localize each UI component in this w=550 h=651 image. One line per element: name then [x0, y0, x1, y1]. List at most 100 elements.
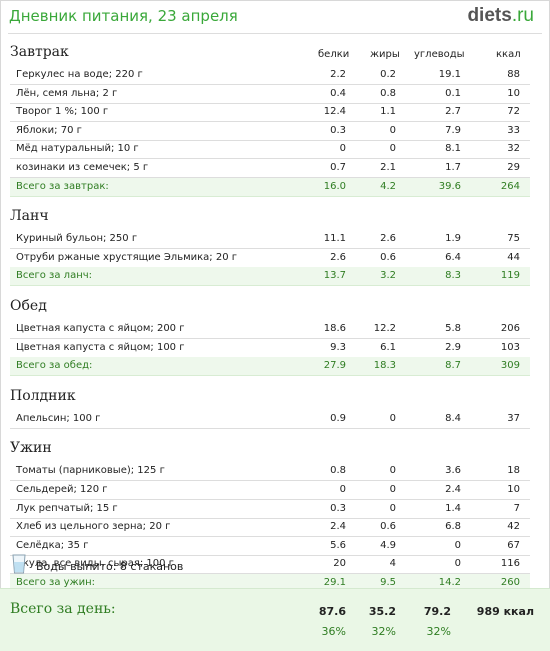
col-fat-header: жиры	[370, 49, 400, 60]
carbs-value: 8.3	[445, 270, 461, 282]
fat-value: 1.1	[380, 106, 396, 118]
kcal-value: 75	[507, 233, 520, 245]
fat-value: 4.9	[380, 539, 396, 551]
meal-total-row: Всего за завтрак: 16.0 4.2 39.6 264	[10, 177, 530, 197]
food-name: Творог 1 %; 100 г	[16, 106, 109, 118]
kcal-value: 10	[507, 484, 520, 495]
kcal-value: 18	[507, 465, 520, 477]
protein-value: 0.3	[330, 502, 346, 514]
food-row[interactable]: Куриный бульон; 250 г 11.1 2.6 1.9 75	[10, 230, 530, 250]
fat-value: 4	[389, 558, 396, 570]
food-row[interactable]: Томаты (парниковые); 125 г 0.8 0 3.6 18	[10, 462, 530, 482]
protein-value: 0	[339, 484, 346, 495]
food-name: Апельсин; 100 г	[16, 412, 101, 424]
protein-value: 0	[339, 143, 346, 155]
meal-total-row: Всего за обед: 27.9 18.3 8.7 309	[10, 357, 530, 377]
fat-value: 0.2	[380, 69, 396, 80]
kcal-value: 260	[500, 577, 520, 588]
fat-value: 4.2	[380, 180, 396, 192]
food-name: Мёд натуральный; 10 г	[16, 143, 139, 155]
header-divider	[8, 33, 542, 34]
carbs-value: 0	[454, 558, 461, 570]
kcal-value: 7	[513, 502, 520, 514]
day-carbs-pct: 32%	[426, 625, 451, 638]
col-protein-header: белки	[318, 49, 350, 60]
protein-value: 29.1	[323, 577, 346, 588]
kcal-value: 29	[507, 162, 520, 173]
carbs-value: 6.4	[445, 251, 461, 263]
food-name: Цветная капуста с яйцом; 100 г	[16, 341, 185, 353]
fat-value: 0.6	[380, 251, 396, 263]
food-row[interactable]: Цветная капуста с яйцом; 100 г 9.3 6.1 2.9 1…	[10, 339, 530, 358]
fat-value: 0	[389, 143, 396, 155]
fat-value: 9.5	[380, 577, 396, 588]
food-row[interactable]: Цветная капуста с яйцом; 200 г 18.6 12.2 5.…	[10, 320, 530, 339]
carbs-value: 8.4	[445, 412, 461, 424]
protein-value: 20	[333, 558, 346, 570]
kcal-value: 72	[507, 106, 520, 118]
food-name: Отруби ржаные хрустящие Эльмика; 20 г	[16, 251, 238, 263]
food-row[interactable]: Сельдерей; 120 г 0 0 2.4 10	[10, 481, 530, 500]
fat-value: 0	[389, 412, 396, 424]
day-fat-pct: 32%	[371, 625, 396, 638]
food-name: Лён, семя льна; 2 г	[16, 87, 118, 99]
logo-suffix: .ru	[511, 5, 534, 26]
logo-main: diets	[467, 5, 512, 26]
protein-value: 0.8	[330, 465, 346, 477]
food-name: Хлеб из цельного зерна; 20 г	[16, 521, 171, 533]
kcal-value: 33	[507, 124, 520, 136]
carbs-value: 0.1	[445, 87, 461, 99]
kcal-value: 88	[507, 69, 520, 80]
kcal-value: 42	[507, 521, 520, 533]
fat-value: 0	[389, 465, 396, 477]
food-name: Всего за завтрак:	[16, 180, 109, 192]
food-name: козинаки из семечек; 5 г	[16, 162, 149, 173]
protein-value: 0.7	[330, 162, 346, 173]
water-glass-icon	[12, 554, 26, 574]
meal-heading: Обед	[10, 298, 47, 314]
food-row[interactable]: Геркулес на воде; 220 г 2.2 0.2 19.1 88	[10, 66, 530, 85]
food-row[interactable]: Мёд натуральный; 10 г 0 0 8.1 32	[10, 140, 530, 160]
meal-heading: Ланч	[10, 208, 49, 225]
food-row[interactable]: Селёдка; 35 г 5.6 4.9 0 67	[10, 537, 530, 556]
protein-value: 2.2	[330, 69, 346, 80]
day-fat: 35.2	[368, 605, 396, 618]
carbs-value: 0	[454, 539, 461, 551]
food-name: Сельдерей; 120 г	[16, 484, 108, 495]
col-carbs-header: углеводы	[414, 49, 465, 60]
food-name: Геркулес на воде; 220 г	[16, 69, 143, 80]
kcal-value: 206	[500, 323, 520, 334]
food-row[interactable]: Хлеб из цельного зерна; 20 г 2.4 0.6 6.8 42	[10, 518, 530, 538]
food-name: Селёдка; 35 г	[16, 539, 89, 551]
food-row[interactable]: Лук репчатый; 15 г 0.3 0 1.4 7	[10, 500, 530, 519]
food-row[interactable]: Акула, все виды, сырая; 100 г 20 4 0 116	[10, 555, 530, 575]
food-row[interactable]: Отруби ржаные хрустящие Эльмика; 20 г 2.6…	[10, 249, 530, 268]
food-row[interactable]: козинаки из семечек; 5 г 0.7 2.1 1.7 29	[10, 159, 530, 178]
food-name: Куриный бульон; 250 г	[16, 233, 138, 245]
day-total-label: Всего за день:	[10, 601, 116, 617]
protein-value: 11.1	[323, 233, 346, 245]
carbs-value: 39.6	[438, 180, 461, 192]
fat-value: 2.6	[380, 233, 396, 245]
kcal-value: 264	[500, 180, 520, 192]
food-row[interactable]: Яблоки; 70 г 0.3 0 7.9 33	[10, 122, 530, 141]
day-total-panel: Всего за день: 87.6 35.2 79.2 989 ккал 3…	[0, 588, 550, 651]
kcal-value: 44	[507, 251, 520, 263]
kcal-value: 116	[500, 558, 520, 570]
protein-value: 18.6	[323, 323, 346, 334]
protein-value: 27.9	[323, 360, 346, 372]
carbs-value: 8.1	[445, 143, 461, 155]
site-logo[interactable]: diets.ru	[467, 5, 534, 27]
carbs-value: 3.6	[445, 465, 461, 477]
fat-value: 18.3	[373, 360, 396, 372]
carbs-value: 1.4	[445, 502, 461, 514]
food-row[interactable]: Апельсин; 100 г 0.9 0 8.4 37	[10, 410, 530, 429]
kcal-value: 32	[507, 143, 520, 155]
carbs-value: 5.8	[445, 323, 461, 334]
protein-value: 9.3	[330, 341, 346, 353]
carbs-value: 14.2	[438, 577, 461, 588]
fat-value: 6.1	[380, 341, 396, 353]
food-name: Акула, все виды, сырая; 100 г	[16, 558, 174, 570]
food-row[interactable]: Творог 1 %; 100 г 12.4 1.1 2.7 72	[10, 103, 530, 123]
food-row[interactable]: Лён, семя льна; 2 г 0.4 0.8 0.1 10	[10, 85, 530, 104]
